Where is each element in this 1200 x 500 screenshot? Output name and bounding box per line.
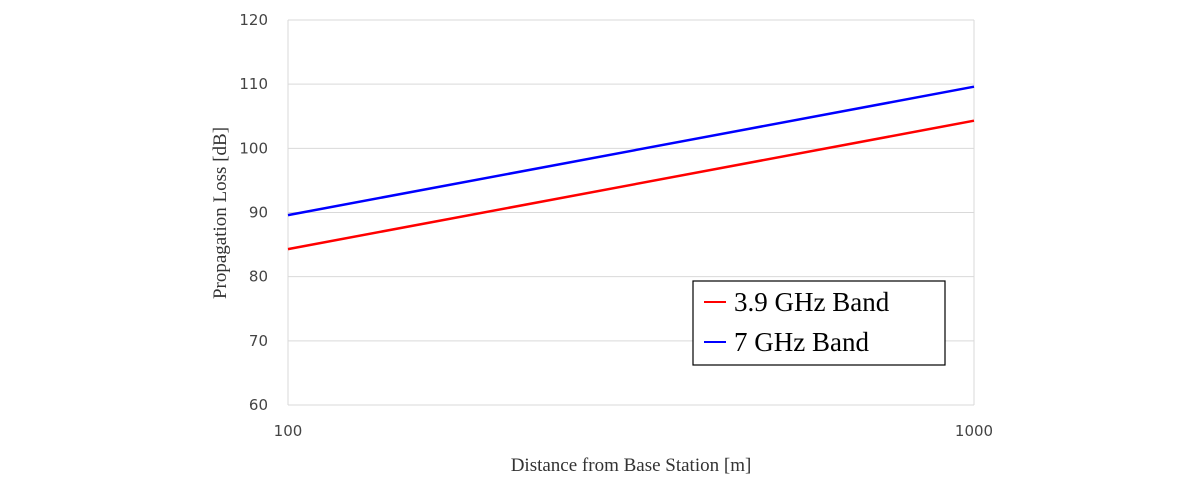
y-tick-label-70: 70	[249, 332, 268, 350]
y-axis-label: Propagation Loss [dB]	[210, 127, 231, 299]
y-tick-label-110: 110	[239, 75, 268, 93]
series-line-0	[287, 119, 975, 251]
grid-layer	[288, 19, 974, 406]
y-tick-label-90: 90	[249, 204, 268, 222]
series-line-1	[287, 85, 975, 217]
series-layer	[287, 85, 975, 251]
y-tick-labels: 60 70 80 90 100 110 120	[239, 11, 268, 414]
y-tick-label-120: 120	[239, 11, 268, 29]
legend-box	[692, 280, 946, 366]
x-tick-label-100: 100	[274, 422, 303, 440]
x-tick-label-1000: 1000	[955, 422, 993, 440]
legend: 3.9 GHz Band 7 GHz Band	[692, 280, 946, 366]
legend-label-7-ghz: 7 GHz Band	[734, 327, 869, 357]
y-tick-label-80: 80	[249, 268, 268, 286]
y-tick-label-60: 60	[249, 396, 268, 414]
x-tick-labels: 100 1000	[274, 422, 993, 440]
legend-label-3-9-ghz: 3.9 GHz Band	[734, 287, 890, 317]
y-tick-label-100: 100	[239, 139, 268, 157]
x-axis-label: Distance from Base Station [m]	[511, 455, 752, 476]
